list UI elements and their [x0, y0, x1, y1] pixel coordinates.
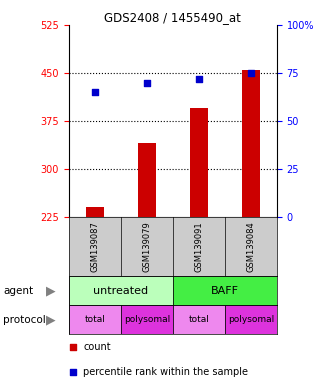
Text: GSM139091: GSM139091: [194, 222, 203, 272]
Bar: [121, 305, 173, 334]
Text: count: count: [83, 341, 111, 352]
Text: total: total: [84, 315, 105, 324]
Point: [92, 89, 97, 95]
Bar: [86, 207, 104, 217]
Bar: [138, 143, 156, 217]
Bar: [242, 70, 260, 217]
Bar: [69, 305, 121, 334]
Text: GSM139087: GSM139087: [90, 221, 99, 272]
Point: [196, 76, 201, 82]
Text: polysomal: polysomal: [228, 315, 274, 324]
Text: total: total: [188, 315, 209, 324]
Bar: [173, 276, 277, 305]
Text: untreated: untreated: [93, 286, 148, 296]
Text: BAFF: BAFF: [211, 286, 239, 296]
Text: percentile rank within the sample: percentile rank within the sample: [83, 366, 248, 377]
Text: ▶: ▶: [46, 285, 56, 297]
Text: polysomal: polysomal: [124, 315, 170, 324]
Bar: [173, 305, 225, 334]
Point: [70, 369, 76, 375]
Bar: [225, 305, 277, 334]
Bar: [190, 108, 208, 217]
Bar: [69, 276, 173, 305]
Text: GSM139079: GSM139079: [142, 221, 151, 272]
Point: [248, 70, 253, 76]
Point: [144, 79, 149, 86]
Text: ▶: ▶: [46, 313, 56, 326]
Point: [70, 344, 76, 349]
Text: GSM139084: GSM139084: [246, 221, 255, 272]
Text: protocol: protocol: [3, 314, 46, 325]
Text: agent: agent: [3, 286, 33, 296]
Title: GDS2408 / 1455490_at: GDS2408 / 1455490_at: [104, 11, 241, 24]
